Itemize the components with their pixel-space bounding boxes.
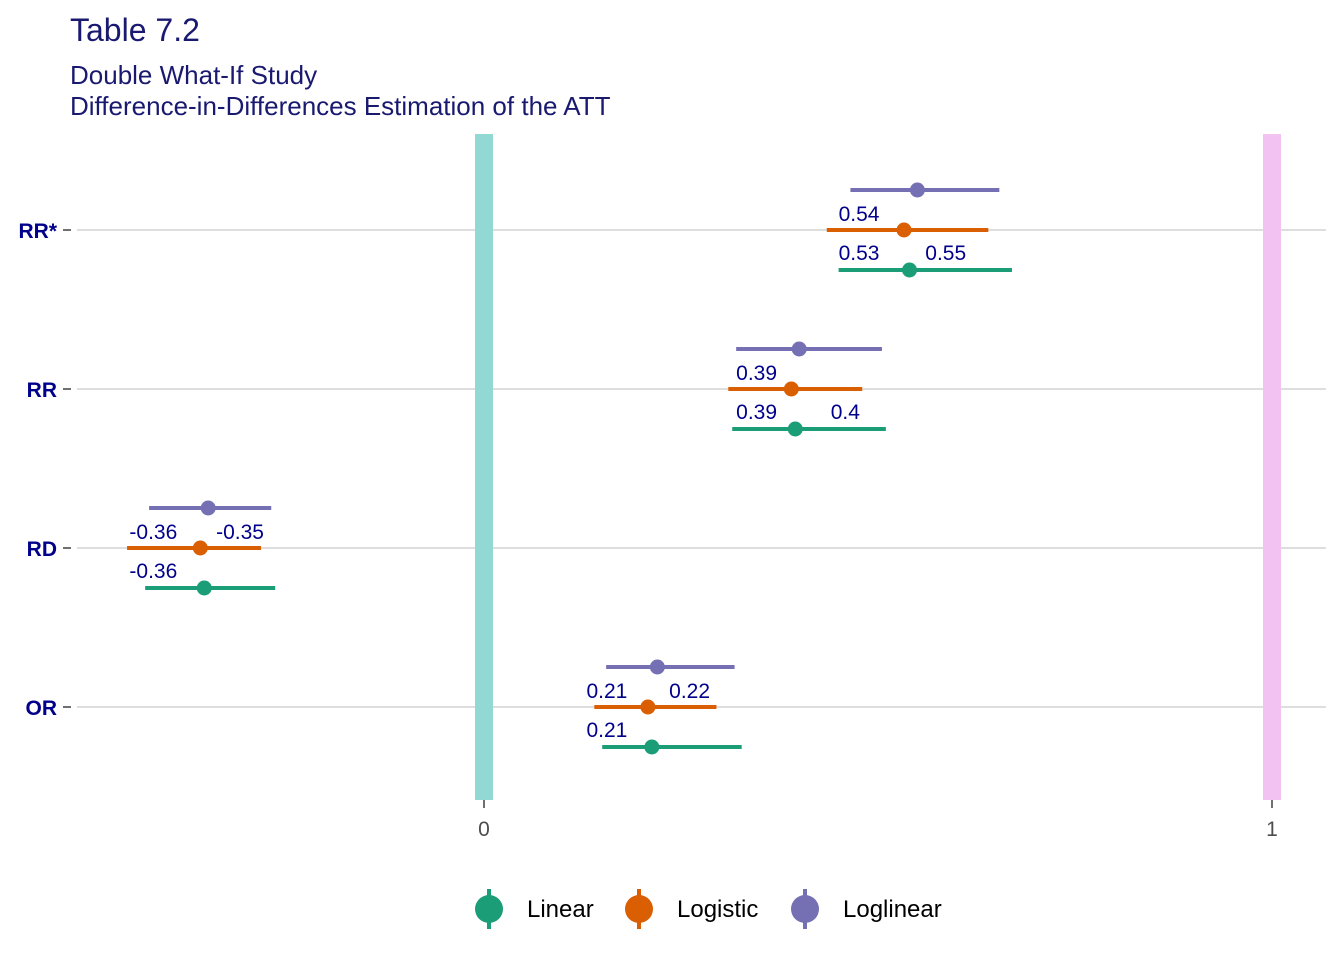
y-tick-label-2: RD [27,538,57,561]
x-tick-label-1: 1 [1266,818,1278,841]
series-marks [127,182,1012,755]
data-label-0: 0.54 [839,203,880,226]
point-linear-2 [196,580,212,596]
reference-lines [475,134,1281,800]
legend-key-linear [475,895,503,923]
legend-label-linear: Linear [527,896,594,923]
data-label-4: 0.39 [736,401,777,424]
legend-label-logistic: Logistic [677,896,758,923]
point-loglinear-2 [200,500,216,516]
data-label-10: 0.22 [669,680,710,703]
reference-line-1 [1263,134,1281,800]
legend: Linear Logistic Loglinear [475,889,942,929]
data-labels: 0.54 0.53 0.55 0.39 0.39 0.4 -0.36 -0.35 -0.36 0.… [129,203,966,742]
point-logistic-1 [783,381,799,397]
point-logistic-3 [640,699,656,715]
legend-key-loglinear [791,895,819,923]
legend-label-loglinear: Loglinear [843,896,942,923]
chart-subtitle-line-2: Difference-in-Differences Estimation of … [70,91,611,121]
y-axis: RR* RR RD OR [18,220,71,720]
chart-subtitle-line-1: Double What-If Study [70,60,317,90]
x-tick-label-0: 0 [478,818,490,841]
data-label-9: 0.21 [586,680,627,703]
point-logistic-2 [192,540,208,556]
gridlines [77,229,1326,708]
data-label-3: 0.39 [736,362,777,385]
y-tick-label-3: OR [26,697,58,720]
y-tick-label-0: RR* [18,220,57,243]
y-tick-label-1: RR [27,379,57,402]
data-label-2: 0.55 [925,242,966,265]
reference-line-0 [475,134,493,800]
chart-title: Table 7.2 [70,12,200,48]
point-logistic-0 [896,222,912,238]
point-linear-1 [787,421,803,437]
point-linear-3 [644,739,660,755]
data-label-11: 0.21 [586,719,627,742]
data-label-5: 0.4 [831,401,861,424]
point-loglinear-1 [791,341,807,357]
data-label-7: -0.35 [216,521,264,544]
legend-key-logistic [625,895,653,923]
data-label-6: -0.36 [129,521,177,544]
data-label-1: 0.53 [839,242,880,265]
point-linear-0 [902,262,918,278]
data-label-8: -0.36 [129,560,177,583]
point-loglinear-0 [909,182,925,198]
point-loglinear-3 [649,659,665,675]
